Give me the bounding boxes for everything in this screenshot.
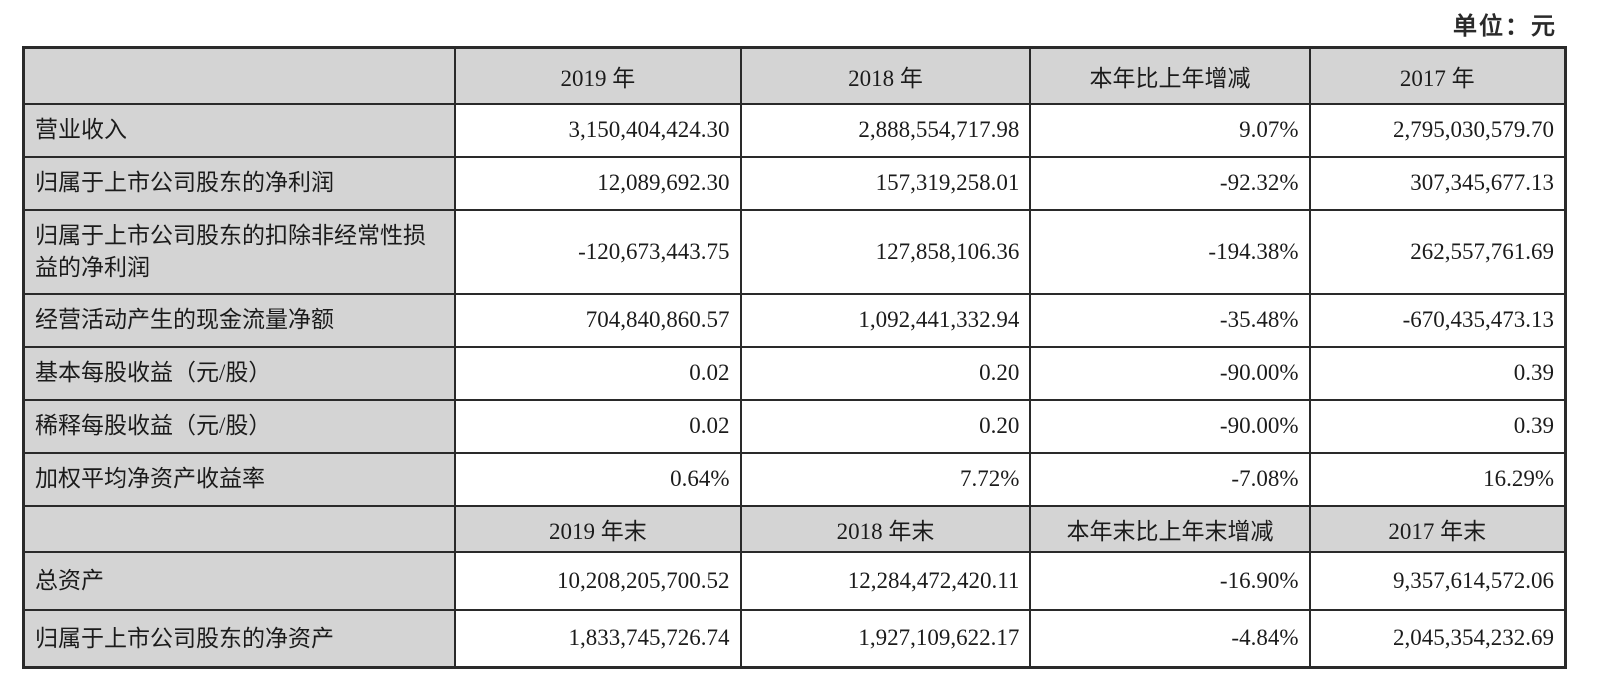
header-2018-cell: 2018 年 — [739, 46, 1032, 105]
header-2019-cell: 2019 年 — [454, 46, 742, 105]
value-2017-cell: 2,795,030,579.70 — [1308, 102, 1567, 158]
value-2017-cell: 9,357,614,572.06 — [1308, 550, 1567, 611]
table-row-header-year: 2019 年 2018 年 本年比上年增减 2017 年 — [22, 46, 1567, 105]
value-2018-cell: 1,092,441,332.94 — [739, 292, 1032, 348]
value-2018-cell: 0.20 — [739, 398, 1032, 454]
value-2018-cell: 2,888,554,717.98 — [739, 102, 1032, 158]
value-change-cell: -90.00% — [1029, 345, 1311, 401]
table-row: 归属于上市公司股东的净利润 12,089,692.30 157,319,258.… — [22, 155, 1567, 211]
value-2019-cell: 0.64% — [454, 451, 742, 507]
value-change-cell: -92.32% — [1029, 155, 1311, 211]
value-2018-cell: 0.20 — [739, 345, 1032, 401]
header-change-cell: 本年比上年增减 — [1029, 46, 1311, 105]
value-2017-cell: 2,045,354,232.69 — [1308, 608, 1567, 669]
value-2018-cell: 157,319,258.01 — [739, 155, 1032, 211]
value-2017-cell: 307,345,677.13 — [1308, 155, 1567, 211]
value-change-cell: -7.08% — [1029, 451, 1311, 507]
table-row: 基本每股收益（元/股） 0.02 0.20 -90.00% 0.39 — [22, 345, 1567, 401]
row-label-cell: 稀释每股收益（元/股） — [22, 398, 457, 454]
row-label-cell: 经营活动产生的现金流量净额 — [22, 292, 457, 348]
value-change-cell: -35.48% — [1029, 292, 1311, 348]
value-2017-cell: 0.39 — [1308, 398, 1567, 454]
header-2019-end-cell: 2019 年末 — [454, 504, 742, 553]
value-2019-cell: 0.02 — [454, 345, 742, 401]
row-label-cell: 营业收入 — [22, 102, 457, 158]
value-change-cell: -90.00% — [1029, 398, 1311, 454]
table-row: 营业收入 3,150,404,424.30 2,888,554,717.98 9… — [22, 102, 1567, 158]
value-2018-cell: 7.72% — [739, 451, 1032, 507]
row-label-cell: 归属于上市公司股东的净利润 — [22, 155, 457, 211]
unit-label: 单位：元 — [1453, 14, 1557, 40]
table-row: 总资产 10,208,205,700.52 12,284,472,420.11 … — [22, 550, 1567, 611]
value-change-cell: -16.90% — [1029, 550, 1311, 611]
value-2018-cell: 12,284,472,420.11 — [739, 550, 1032, 611]
header-2017-end-cell: 2017 年末 — [1308, 504, 1567, 553]
row-label-cell: 加权平均净资产收益率 — [22, 451, 457, 507]
value-2019-cell: 10,208,205,700.52 — [454, 550, 742, 611]
header-2017-cell: 2017 年 — [1308, 46, 1567, 105]
value-2019-cell: 704,840,860.57 — [454, 292, 742, 348]
table-row: 归属于上市公司股东的扣除非经常性损益的净利润 -120,673,443.75 1… — [22, 208, 1567, 295]
header-blank-cell — [22, 504, 457, 553]
table-row-header-year-end: 2019 年末 2018 年末 本年末比上年末增减 2017 年末 — [22, 504, 1567, 553]
row-label-cell: 归属于上市公司股东的净资产 — [22, 608, 457, 669]
value-2018-cell: 1,927,109,622.17 — [739, 608, 1032, 669]
value-2017-cell: 262,557,761.69 — [1308, 208, 1567, 295]
value-2017-cell: -670,435,473.13 — [1308, 292, 1567, 348]
row-label-cell: 总资产 — [22, 550, 457, 611]
table-row: 经营活动产生的现金流量净额 704,840,860.57 1,092,441,3… — [22, 292, 1567, 348]
header-2018-end-cell: 2018 年末 — [739, 504, 1032, 553]
value-change-cell: -4.84% — [1029, 608, 1311, 669]
table-row: 归属于上市公司股东的净资产 1,833,745,726.74 1,927,109… — [22, 608, 1567, 669]
value-2019-cell: 12,089,692.30 — [454, 155, 742, 211]
value-2019-cell: 3,150,404,424.30 — [454, 102, 742, 158]
financial-summary-table: 2019 年 2018 年 本年比上年增减 2017 年 营业收入 3,150,… — [22, 46, 1567, 669]
table-row: 稀释每股收益（元/股） 0.02 0.20 -90.00% 0.39 — [22, 398, 1567, 454]
value-change-cell: 9.07% — [1029, 102, 1311, 158]
value-2018-cell: 127,858,106.36 — [739, 208, 1032, 295]
header-change-end-cell: 本年末比上年末增减 — [1029, 504, 1311, 553]
row-label-cell: 基本每股收益（元/股） — [22, 345, 457, 401]
value-change-cell: -194.38% — [1029, 208, 1311, 295]
value-2017-cell: 16.29% — [1308, 451, 1567, 507]
value-2019-cell: 0.02 — [454, 398, 742, 454]
header-blank-cell — [22, 46, 457, 105]
row-label-cell: 归属于上市公司股东的扣除非经常性损益的净利润 — [22, 208, 457, 295]
value-2019-cell: -120,673,443.75 — [454, 208, 742, 295]
value-2017-cell: 0.39 — [1308, 345, 1567, 401]
table-row: 加权平均净资产收益率 0.64% 7.72% -7.08% 16.29% — [22, 451, 1567, 507]
value-2019-cell: 1,833,745,726.74 — [454, 608, 742, 669]
